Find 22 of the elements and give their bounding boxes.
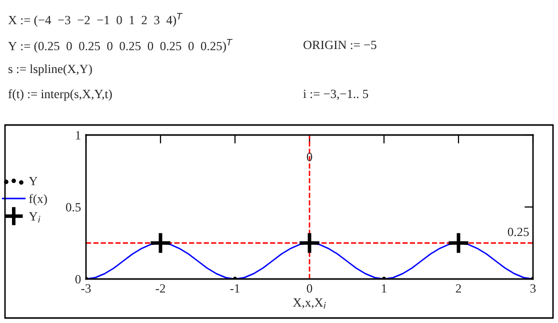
y-tick-label: 1 [76, 131, 80, 140]
x-tick-label: 0 [306, 284, 312, 293]
text: i := −3,−1.. 5 [303, 90, 368, 100]
x-tick-label: -2 [156, 284, 166, 293]
x-tick-label: 1 [382, 284, 386, 293]
text: X := (−4 −3 −2 −1 0 1 2 3 4)$^{T}$ [8, 13, 183, 27]
legend-label: f(x) [29, 194, 47, 206]
y-tick-label: 0.5 [66, 203, 81, 212]
x-tick-label: 2 [456, 284, 461, 293]
y-tick-label: 0 [75, 275, 81, 284]
ref-line-label: 0.25 [508, 228, 529, 236]
x-tick-label: -1 [230, 284, 240, 293]
text: s := lspline(X,Y) [8, 64, 92, 76]
legend-label: Y$_{i}$ [28, 212, 40, 223]
x-axis-title: X,x,X$_{i}$ [293, 298, 326, 309]
x-tick-label: -3 [81, 284, 91, 293]
text: ORIGIN := −5 [304, 40, 376, 50]
text: Y := (0.25 0 0.25 0 0.25 0 0.25 0 0.25)$^{T}$ [8, 39, 233, 53]
ref-line-label: 0 [306, 152, 312, 162]
text: f(t) := interp(s,X,Y,t) [8, 89, 112, 101]
x-tick-label: 3 [530, 284, 536, 293]
legend-label: Y [28, 176, 38, 186]
